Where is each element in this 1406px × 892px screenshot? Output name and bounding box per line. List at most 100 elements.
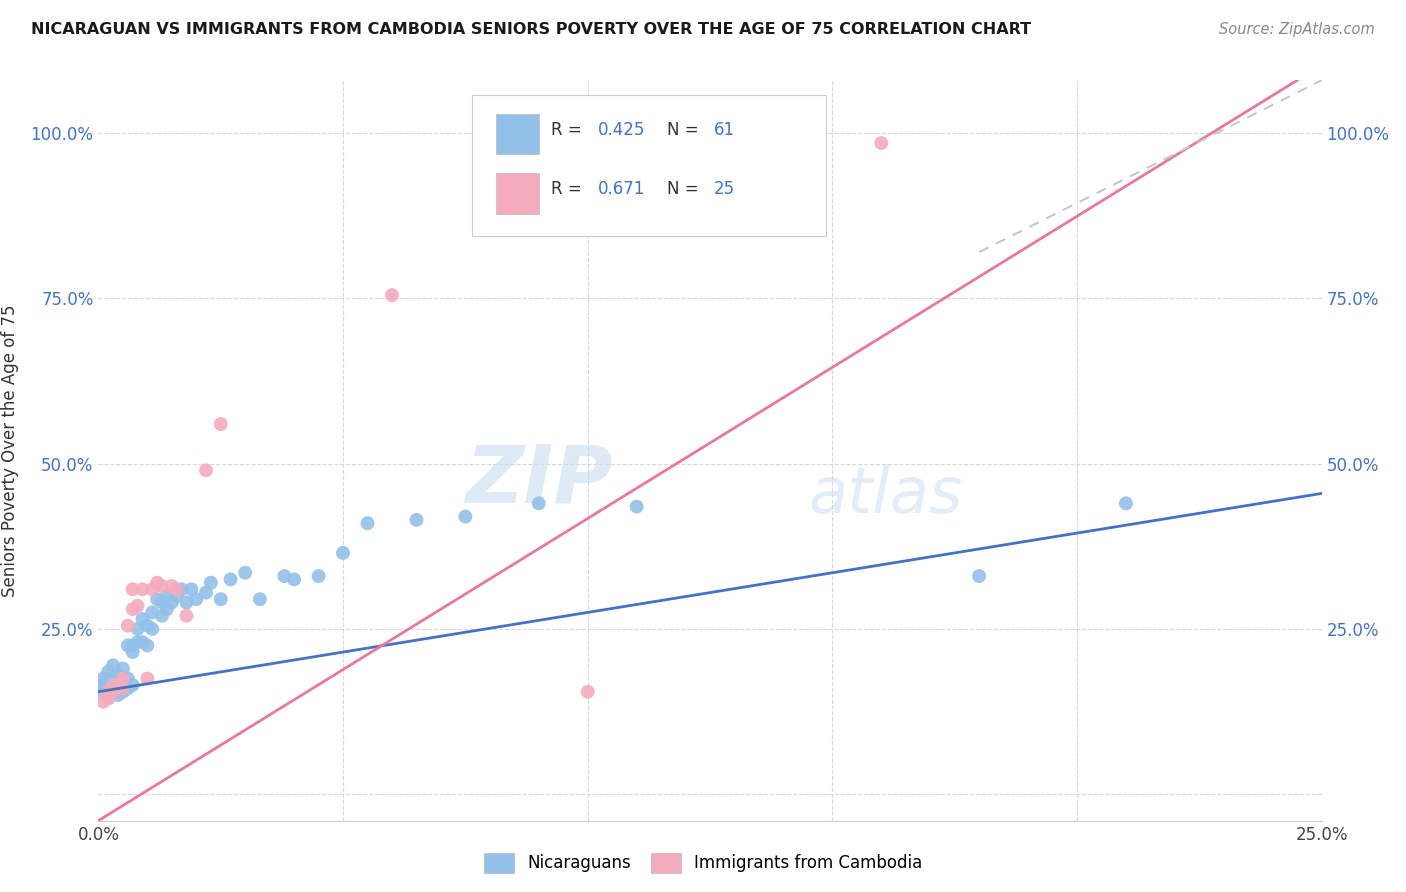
Point xyxy=(91,678,114,692)
Point xyxy=(176,595,198,609)
Point xyxy=(121,602,143,616)
Bar xyxy=(496,113,538,154)
Point xyxy=(101,678,124,692)
Point xyxy=(150,579,173,593)
Point xyxy=(146,575,169,590)
Point xyxy=(121,645,143,659)
Text: Source: ZipAtlas.com: Source: ZipAtlas.com xyxy=(1219,22,1375,37)
Text: R =: R = xyxy=(551,121,588,139)
Point xyxy=(156,602,179,616)
Point xyxy=(156,589,179,603)
Point xyxy=(136,672,159,686)
Point xyxy=(117,681,139,696)
Point xyxy=(160,595,183,609)
Point xyxy=(127,599,149,613)
Point xyxy=(273,569,295,583)
Point xyxy=(176,608,198,623)
Point xyxy=(180,582,202,597)
Point xyxy=(131,635,153,649)
Point xyxy=(136,639,159,653)
Point xyxy=(131,612,153,626)
Point xyxy=(141,582,163,597)
Point xyxy=(576,684,599,698)
Bar xyxy=(496,173,538,213)
Point xyxy=(101,672,124,686)
Point xyxy=(405,513,427,527)
Point xyxy=(91,684,114,698)
Point xyxy=(150,608,173,623)
Text: N =: N = xyxy=(668,180,704,198)
FancyBboxPatch shape xyxy=(471,95,827,235)
Point xyxy=(91,695,114,709)
Point xyxy=(209,417,232,431)
Point xyxy=(195,585,218,599)
Point xyxy=(111,672,134,686)
Point xyxy=(101,678,124,692)
Point xyxy=(107,674,129,689)
Point xyxy=(111,672,134,686)
Point xyxy=(209,592,232,607)
Point xyxy=(117,639,139,653)
Legend: Nicaraguans, Immigrants from Cambodia: Nicaraguans, Immigrants from Cambodia xyxy=(477,847,929,880)
Point xyxy=(131,582,153,597)
Point xyxy=(1115,496,1137,510)
Point xyxy=(101,658,124,673)
Text: 0.671: 0.671 xyxy=(598,180,645,198)
Point xyxy=(91,672,114,686)
Point xyxy=(136,618,159,632)
Point xyxy=(150,595,173,609)
Point xyxy=(967,569,990,583)
Point xyxy=(170,582,193,597)
Point xyxy=(97,665,120,679)
Text: N =: N = xyxy=(668,121,704,139)
Point xyxy=(111,662,134,676)
Point xyxy=(121,582,143,597)
Point xyxy=(107,681,129,696)
Point xyxy=(97,672,120,686)
Point xyxy=(121,678,143,692)
Point xyxy=(233,566,256,580)
Point xyxy=(117,618,139,632)
Point xyxy=(186,592,208,607)
Point xyxy=(97,684,120,698)
Point xyxy=(111,678,134,692)
Text: ZIP: ZIP xyxy=(465,441,612,519)
Point xyxy=(527,496,550,510)
Point xyxy=(111,684,134,698)
Point xyxy=(127,622,149,636)
Text: atlas: atlas xyxy=(808,464,962,526)
Point xyxy=(117,672,139,686)
Text: R =: R = xyxy=(551,180,588,198)
Point xyxy=(166,582,188,597)
Point xyxy=(141,606,163,620)
Point xyxy=(219,573,242,587)
Point xyxy=(166,589,188,603)
Point xyxy=(200,575,222,590)
Point xyxy=(97,691,120,706)
Point xyxy=(101,684,124,698)
Point xyxy=(283,573,305,587)
Point xyxy=(107,688,129,702)
Point xyxy=(166,582,188,597)
Point xyxy=(870,136,893,150)
Point xyxy=(146,592,169,607)
Y-axis label: Seniors Poverty Over the Age of 75: Seniors Poverty Over the Age of 75 xyxy=(1,304,20,597)
Point xyxy=(454,509,477,524)
Point xyxy=(308,569,330,583)
Point xyxy=(101,684,124,698)
Point xyxy=(127,635,149,649)
Text: 25: 25 xyxy=(714,180,735,198)
Point xyxy=(249,592,271,607)
Point xyxy=(111,681,134,696)
Point xyxy=(160,579,183,593)
Point xyxy=(195,463,218,477)
Point xyxy=(332,546,354,560)
Point xyxy=(97,691,120,706)
Text: 61: 61 xyxy=(714,121,735,139)
Point xyxy=(121,639,143,653)
Text: NICARAGUAN VS IMMIGRANTS FROM CAMBODIA SENIORS POVERTY OVER THE AGE OF 75 CORREL: NICARAGUAN VS IMMIGRANTS FROM CAMBODIA S… xyxy=(31,22,1031,37)
Point xyxy=(381,288,404,302)
Point xyxy=(141,622,163,636)
Text: 0.425: 0.425 xyxy=(598,121,645,139)
Point xyxy=(97,681,120,696)
